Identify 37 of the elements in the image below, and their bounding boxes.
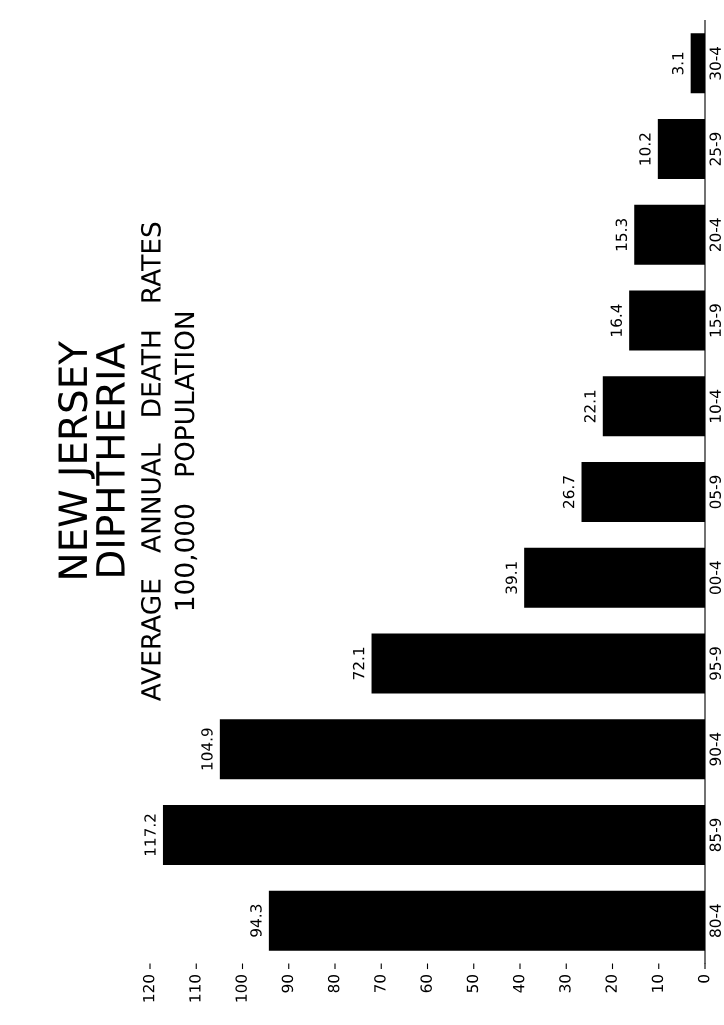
text: NEW JERSEY DIPHTHERIA xyxy=(58,340,125,578)
x-tick-label: 50 xyxy=(466,974,479,993)
y-tick-label: 85-9 xyxy=(709,818,721,852)
data-label: 16.4 xyxy=(610,304,623,336)
x-tick-label: 80 xyxy=(327,974,340,993)
y-tick-label: 10-4 xyxy=(709,389,721,422)
y-tick-label: 15-9 xyxy=(709,304,721,337)
y-tick-label: 25-9 xyxy=(709,132,721,166)
data-label: 22.1 xyxy=(584,390,596,423)
x-tick-label: 20 xyxy=(605,974,617,993)
x-tick-label: 110 xyxy=(189,974,201,1002)
x-tick-label: 10 xyxy=(651,974,664,992)
x-tick-label: 100 xyxy=(235,974,247,1002)
y-tick-label: 90-4 xyxy=(709,732,721,766)
y-tick-label: 20-4 xyxy=(709,218,721,252)
y-tick-label: 00-4 xyxy=(709,561,721,595)
data-label: 26.7 xyxy=(562,476,575,508)
data-label: 15.3 xyxy=(615,219,628,251)
x-tick-label: 70 xyxy=(374,974,386,993)
y-tick-label: 95-9 xyxy=(709,647,721,680)
y-tick-label: 05-9 xyxy=(709,475,721,509)
x-tick-label: 0 xyxy=(697,974,710,983)
y-tick-label: 30-4 xyxy=(709,46,721,80)
data-label: 39.1 xyxy=(505,562,518,594)
data-label: 94.3 xyxy=(250,904,262,937)
x-tick-label: 90 xyxy=(281,974,294,993)
text: AVERAGE ANNUAL DEATH RATES 100,000 POPULATION xyxy=(140,222,198,702)
data-label: 10.2 xyxy=(639,133,651,165)
data-label: 3.1 xyxy=(671,52,684,75)
x-tick-label: 120 xyxy=(142,974,155,1002)
x-tick-label: 30 xyxy=(559,974,571,993)
data-label: 117.2 xyxy=(144,814,156,856)
data-label: 104.9 xyxy=(201,728,213,770)
y-tick-label: 80-4 xyxy=(709,904,721,937)
x-tick-label: 40 xyxy=(512,974,525,993)
data-label: 72.1 xyxy=(352,647,365,680)
x-tick-label: 60 xyxy=(420,974,432,993)
